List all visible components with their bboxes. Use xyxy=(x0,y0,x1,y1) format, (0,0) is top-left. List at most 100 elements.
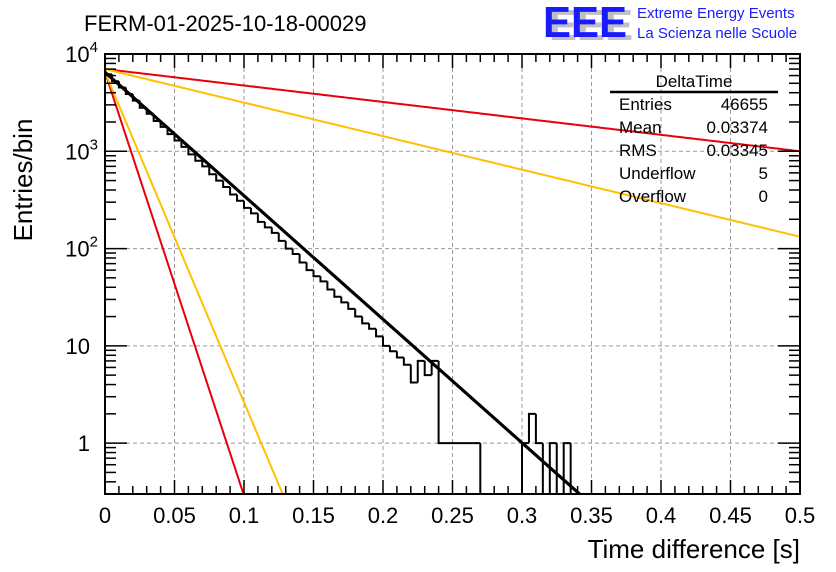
fit-curve-limit-red-slow xyxy=(105,68,800,153)
histogram-bin xyxy=(368,323,377,330)
histogram-bin xyxy=(201,160,210,168)
histogram-bin xyxy=(222,180,231,188)
y-tick-label: 1 xyxy=(78,431,90,456)
x-tick-label: 0.3 xyxy=(507,503,538,528)
y-tick-label: 10 xyxy=(66,334,90,359)
logo-line2: La Scienza nelle Scuole xyxy=(637,25,797,42)
stats-value: 0.03345 xyxy=(707,141,768,160)
y-tick-exponent: 2 xyxy=(90,234,98,251)
histogram-bin xyxy=(527,412,536,444)
y-tick-exponent: 4 xyxy=(90,39,98,56)
fit-curve-main xyxy=(105,71,582,494)
y-tick-label: 104 xyxy=(65,39,98,67)
stats-value: 0.03374 xyxy=(707,118,768,137)
stats-value: 5 xyxy=(759,164,768,183)
y-axis-title: Entries/bin xyxy=(8,119,38,242)
histogram-bin xyxy=(423,360,432,377)
histogram-bin xyxy=(326,281,335,291)
histogram-bin xyxy=(208,166,217,176)
histogram-bin xyxy=(319,276,328,283)
histogram-bin xyxy=(534,413,543,445)
x-axis-title: Time difference [s] xyxy=(588,534,800,564)
logo-line1: Extreme Energy Events xyxy=(637,5,795,22)
histogram-bin xyxy=(347,302,356,310)
histogram-bin xyxy=(305,262,314,272)
y-tick-label: 102 xyxy=(65,234,98,262)
histogram-bin xyxy=(284,240,293,250)
plot-area xyxy=(105,68,800,494)
histogram-bin xyxy=(521,442,529,494)
stats-label: Overflow xyxy=(619,187,687,206)
x-tick-label: 0.5 xyxy=(785,503,816,528)
histogram-bin xyxy=(277,232,286,242)
fit-curve-limit-red-fast xyxy=(105,71,245,494)
histogram-bin xyxy=(409,364,418,384)
histogram-bin xyxy=(298,253,307,264)
histogram-bin xyxy=(569,443,578,494)
histogram-bin xyxy=(173,134,182,142)
histogram-bin xyxy=(215,174,224,182)
histogram-bin xyxy=(229,186,238,196)
histogram-bin xyxy=(236,194,244,202)
histogram-bin xyxy=(555,443,564,494)
histogram-bin xyxy=(263,221,272,229)
histogram-bin xyxy=(243,200,251,209)
y-tick-base: 10 xyxy=(65,237,89,262)
x-tick-label: 0.35 xyxy=(570,503,613,528)
histogram-bin xyxy=(187,146,196,156)
stats-title: DeltaTime xyxy=(656,72,733,91)
stats-value: 46655 xyxy=(721,95,768,114)
x-tick-label: 0.45 xyxy=(709,503,752,528)
fit-curve-limit-yellow-slow xyxy=(105,68,800,238)
histogram-bin xyxy=(548,442,557,494)
stats-label: Entries xyxy=(619,95,672,114)
histogram-bin xyxy=(194,154,203,162)
x-tick-label: 0.15 xyxy=(292,503,335,528)
histogram-bin xyxy=(375,328,383,338)
histogram-bin xyxy=(312,270,321,278)
x-tick-label: 0.4 xyxy=(646,503,677,528)
histogram-bin xyxy=(562,442,571,494)
x-tick-label: 0 xyxy=(99,503,111,528)
stats-value: 0 xyxy=(759,187,768,206)
y-tick-exponent: 3 xyxy=(90,136,98,153)
histogram-bin xyxy=(479,443,488,494)
histogram-bin xyxy=(437,360,446,445)
histogram-bin xyxy=(402,357,411,366)
histogram-bin xyxy=(361,316,370,325)
fit-curve-limit-yellow-fast xyxy=(105,71,284,494)
histogram-bin xyxy=(388,345,397,353)
stats-label: Underflow xyxy=(619,164,696,183)
stats-label: Mean xyxy=(619,118,662,137)
histogram-bin xyxy=(249,207,258,215)
histogram-bin xyxy=(270,227,279,234)
y-tick-base: 10 xyxy=(65,42,89,67)
histogram-bin xyxy=(105,73,112,494)
x-tick-label: 0.05 xyxy=(153,503,196,528)
histogram-bin xyxy=(291,248,300,255)
histogram-bin xyxy=(256,213,265,223)
histogram-bin xyxy=(333,289,342,298)
x-tick-label: 0.1 xyxy=(229,503,260,528)
x-axis: 0 0.05 0.1 0.15 0.2 0.25 0.3 0.35 0.4 0.45 0.5 xyxy=(99,54,815,528)
histogram-bin xyxy=(354,308,363,318)
run-title: FERM-01-2025-10-18-00029 xyxy=(84,11,367,36)
histogram-bin xyxy=(416,359,425,383)
logo-mark: EEE xyxy=(543,0,627,47)
y-tick-base: 10 xyxy=(65,139,89,164)
histogram-bin xyxy=(340,296,349,304)
histogram-bin xyxy=(180,140,189,148)
eee-logo: EEE EEE Extreme Energy Events La Scienza… xyxy=(543,0,797,50)
x-tick-label: 0.25 xyxy=(431,503,474,528)
plot-content xyxy=(105,68,800,494)
histogram-bin xyxy=(382,336,390,347)
histogram-bin xyxy=(395,351,404,359)
x-tick-label: 0.2 xyxy=(368,503,399,528)
y-tick-label: 103 xyxy=(65,136,98,164)
grid xyxy=(105,54,800,494)
logo-shadow: EEE xyxy=(549,1,633,50)
stats-box: DeltaTime Entries 46655 Mean 0.03374 RMS… xyxy=(610,72,778,206)
stats-label: RMS xyxy=(619,141,657,160)
